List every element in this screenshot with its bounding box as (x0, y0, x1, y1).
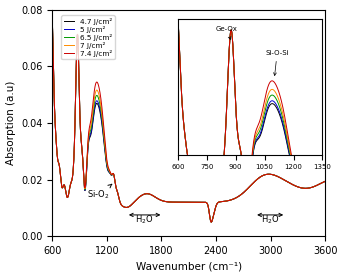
5 J/cm² (167, 200, 171, 204)
Y-axis label: Absorption (a.u): Absorption (a.u) (5, 81, 15, 165)
6.5 J/cm² (81, 171, 85, 174)
4.7 J/cm² (323, 180, 327, 183)
Line: 6.5 J/cm²: 6.5 J/cm² (52, 20, 325, 222)
7.4 J/cm² (288, 182, 293, 185)
5 J/cm² (209, 220, 213, 224)
6.5 J/cm² (323, 180, 327, 183)
Text: H$_2$O: H$_2$O (261, 214, 280, 226)
7.4 J/cm² (318, 182, 322, 186)
7 J/cm² (323, 180, 327, 183)
4.7 J/cm² (155, 196, 159, 200)
7.4 J/cm² (98, 89, 102, 92)
6.5 J/cm² (318, 182, 322, 186)
Line: 7 J/cm²: 7 J/cm² (52, 20, 325, 222)
Line: 4.7 J/cm²: 4.7 J/cm² (52, 20, 325, 222)
5 J/cm² (323, 180, 327, 183)
7.4 J/cm² (323, 180, 327, 183)
7 J/cm² (167, 200, 171, 204)
Legend: 4.7 J/cm², 5 J/cm², 6.5 J/cm², 7 J/cm², 7.4 J/cm²: 4.7 J/cm², 5 J/cm², 6.5 J/cm², 7 J/cm², … (61, 16, 115, 59)
Line: 5 J/cm²: 5 J/cm² (52, 20, 325, 222)
6.5 J/cm² (155, 196, 159, 200)
7 J/cm² (288, 182, 293, 185)
7.4 J/cm² (50, 18, 55, 22)
7 J/cm² (50, 18, 55, 22)
5 J/cm² (98, 106, 102, 109)
5 J/cm² (50, 18, 55, 22)
4.7 J/cm² (288, 182, 293, 185)
4.7 J/cm² (209, 220, 213, 224)
4.7 J/cm² (81, 171, 85, 175)
Text: H$_2$O: H$_2$O (135, 214, 154, 226)
7.4 J/cm² (81, 170, 85, 173)
6.5 J/cm² (209, 220, 213, 224)
5 J/cm² (155, 196, 159, 200)
4.7 J/cm² (98, 109, 102, 112)
7.4 J/cm² (155, 196, 159, 200)
Text: Si-O$_2$: Si-O$_2$ (87, 184, 112, 201)
7 J/cm² (98, 96, 102, 100)
7 J/cm² (318, 182, 322, 186)
5 J/cm² (81, 171, 85, 175)
7.4 J/cm² (167, 200, 171, 204)
6.5 J/cm² (98, 101, 102, 105)
5 J/cm² (318, 182, 322, 186)
7 J/cm² (209, 220, 213, 224)
4.7 J/cm² (167, 200, 171, 204)
X-axis label: Wavenumber (cm⁻¹): Wavenumber (cm⁻¹) (136, 261, 242, 271)
6.5 J/cm² (288, 182, 293, 185)
5 J/cm² (288, 182, 293, 185)
7 J/cm² (155, 196, 159, 200)
4.7 J/cm² (50, 18, 55, 22)
7.4 J/cm² (209, 220, 213, 224)
Line: 7.4 J/cm²: 7.4 J/cm² (52, 20, 325, 222)
6.5 J/cm² (50, 18, 55, 22)
4.7 J/cm² (318, 182, 322, 186)
6.5 J/cm² (167, 200, 171, 204)
7 J/cm² (81, 171, 85, 174)
